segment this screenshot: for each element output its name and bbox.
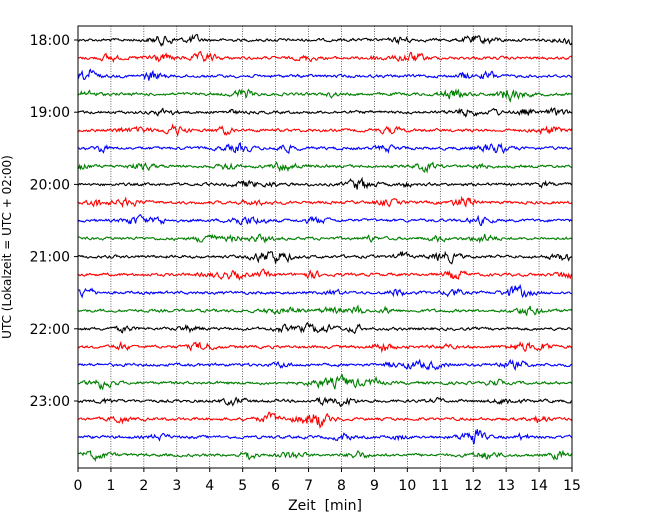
- trace-2145: [77, 304, 573, 317]
- trace-1845: [77, 88, 573, 103]
- y-tick-label: 21:00: [30, 250, 70, 266]
- trace-2300: [77, 396, 573, 408]
- y-tick-label: 23:00: [30, 394, 70, 410]
- trace-2100: [77, 250, 573, 265]
- trace-1815: [77, 50, 573, 64]
- y-tick-label: 20:00: [30, 177, 70, 193]
- x-axis-label: Zeit [min]: [288, 498, 362, 514]
- x-tick-label: 5: [238, 478, 247, 494]
- y-tick-label: 19:00: [30, 105, 70, 121]
- trace-1830: [77, 68, 573, 81]
- x-gridlines: [110, 26, 540, 468]
- trace-2015: [77, 195, 573, 209]
- x-tick-label: 10: [398, 478, 416, 494]
- trace-1945: [77, 161, 573, 174]
- trace-2200: [77, 321, 573, 335]
- x-tick-label: 2: [139, 478, 148, 494]
- trace-2230: [77, 358, 573, 372]
- trace-1930: [77, 142, 573, 155]
- trace-2030: [77, 214, 573, 226]
- trace-2245: [77, 374, 573, 391]
- y-tick-label: 22:00: [30, 322, 70, 338]
- plot-background: [78, 26, 572, 468]
- x-tick-label: 0: [74, 478, 83, 494]
- x-tick-label: 8: [337, 478, 346, 494]
- trace-2115: [77, 268, 573, 281]
- y-axis-ticks: 18:00 19:00 20:00 21:00 22:00 23:00: [30, 33, 78, 410]
- y-axis-label: UTC (Lokalzeit = UTC + 02:00): [0, 155, 14, 339]
- trace-2345: [77, 449, 573, 463]
- x-tick-label: 9: [370, 478, 379, 494]
- x-tick-label: 11: [431, 478, 449, 494]
- x-tick-label: 15: [563, 478, 581, 494]
- trace-2330: [77, 429, 573, 445]
- x-tick-label: 6: [271, 478, 280, 494]
- trace-1900: [77, 106, 573, 118]
- trace-2000: [77, 176, 573, 190]
- trace-1915: [77, 123, 573, 138]
- x-tick-label: 4: [205, 478, 214, 494]
- trace-2215: [77, 340, 573, 354]
- x-tick-label: 14: [530, 478, 548, 494]
- x-axis-ticks: 0 1 2 3 4 5 6 7 8 9 10 11 12 13 14 15: [74, 468, 581, 494]
- trace-2315: [77, 411, 573, 429]
- x-tick-label: 12: [464, 478, 482, 494]
- x-tick-label: 3: [172, 478, 181, 494]
- plot-frame: [77, 25, 573, 469]
- trace-2045: [77, 233, 573, 244]
- trace-1800: [77, 33, 573, 48]
- trace-2130: [77, 283, 573, 299]
- x-tick-label: 1: [106, 478, 115, 494]
- x-tick-label: 13: [497, 478, 515, 494]
- y-tick-label: 18:00: [30, 33, 70, 49]
- seismic-traces: [77, 33, 573, 463]
- x-tick-label: 7: [304, 478, 313, 494]
